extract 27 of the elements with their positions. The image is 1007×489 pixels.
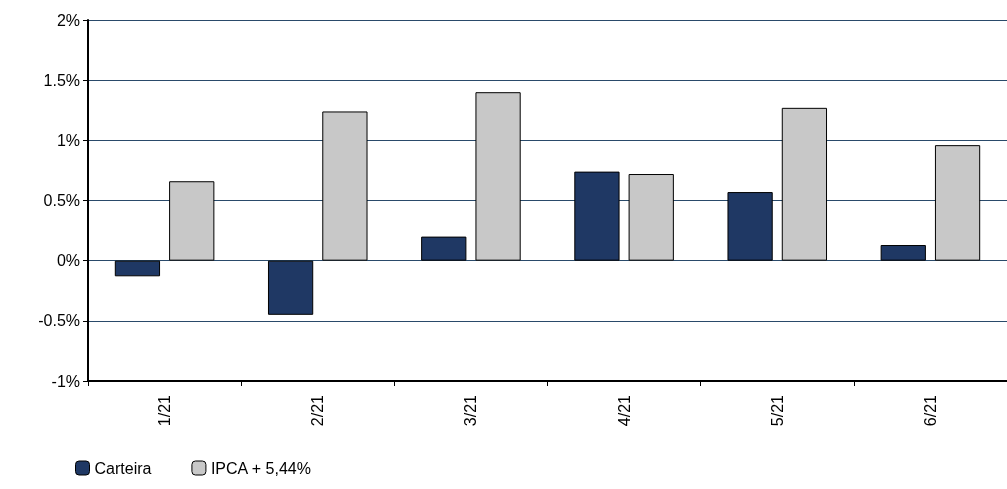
x-tick-label: 2/21 [309,394,327,427]
x-tick-label: 3/21 [462,394,480,427]
y-tick-label: -0.5% [38,312,80,330]
bar [322,111,368,261]
bar [267,260,314,315]
x-tick-label: 1/21 [156,394,174,427]
legend-label: Carteira [94,459,152,477]
y-tick-label: 0% [56,252,80,270]
bar [934,145,981,261]
y-tick-label: 0.5% [43,192,80,209]
x-tick-label: 4/21 [615,394,633,427]
bar [727,192,773,261]
y-tick-label: 2% [56,11,80,29]
bar [880,245,926,261]
legend-label: IPCA + 5,44% [210,459,311,477]
bar [574,171,620,261]
bar [169,181,215,261]
y-tick-label: -1% [51,372,80,390]
bar [421,236,467,261]
bar [114,260,161,277]
bar [475,92,521,261]
x-tick-label: 6/21 [921,394,939,427]
bar [781,107,828,261]
y-tick-label: 1% [56,131,80,149]
bar [628,174,674,261]
y-tick-label: 1.5% [43,71,80,89]
x-tick-label: 5/21 [768,394,786,427]
